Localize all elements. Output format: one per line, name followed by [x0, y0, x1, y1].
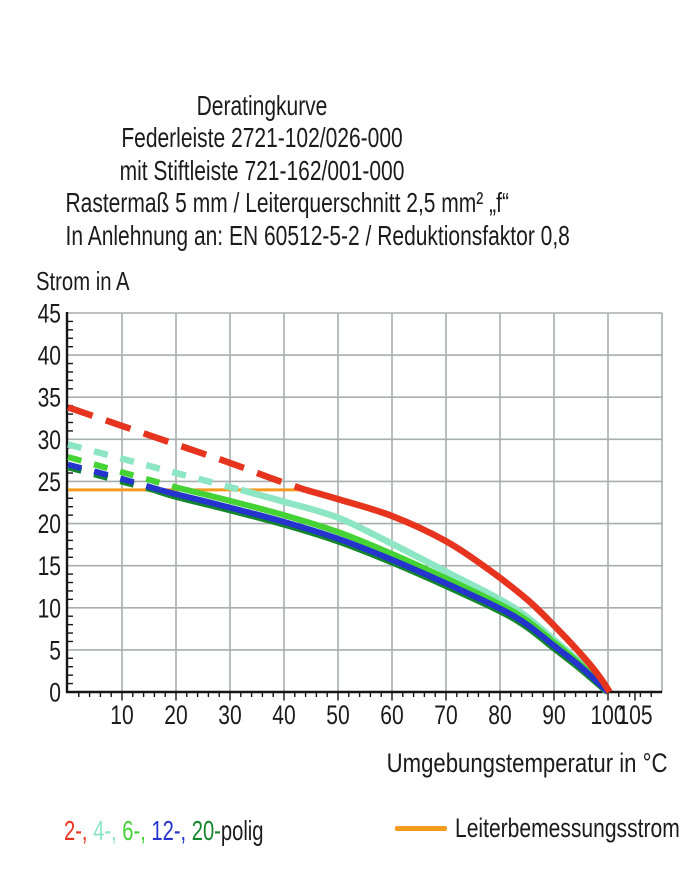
x-tick-label: 20 — [164, 701, 187, 731]
tick-labels: 0 5 10 15 20 25 30 35 40 45 10 20 30 40 50 60 70 80 90 1001… — [38, 299, 653, 731]
curve-2-polig — [66, 404, 613, 694]
legend-entry-6polig: 6-, — [122, 815, 152, 846]
y-tick-label: 5 — [49, 636, 61, 666]
y-tick-label: 35 — [38, 383, 61, 413]
chart-title-line-2: Federleiste 2721-102/026-000 — [121, 122, 403, 154]
y-tick-label: 30 — [38, 425, 61, 455]
x-tick-label: 30 — [218, 701, 241, 731]
curve-12-polig — [67, 461, 611, 695]
gridlines — [68, 312, 663, 692]
y-tick-label: 45 — [38, 299, 61, 329]
legend-entry-4polig: 4-, — [93, 815, 123, 846]
y-axis-title: Strom in A — [36, 266, 130, 296]
chart-title-block: Deratingkurve Federleiste 2721-102/026-0… — [65, 90, 570, 252]
y-tick-label: 0 — [49, 678, 61, 708]
chart-title-line-5: In Anlehnung an: EN 60512-5-2 / Reduktio… — [65, 219, 570, 251]
x-tick-label: 70 — [434, 701, 457, 731]
y-tick-label: 15 — [38, 552, 61, 582]
x-tick-label: 100 — [590, 701, 625, 731]
chart-title-line-4: Rastermaß 5 mm / Leiterquerschnitt 2,5 m… — [65, 187, 509, 219]
x-tick-label: 60 — [380, 701, 403, 731]
y-tick-label: 20 — [38, 510, 61, 540]
rated-current-label: Leiterbemessungsstrom — [455, 813, 680, 843]
legend-suffix: polig — [220, 815, 264, 846]
legend-entry-12polig: 12-, — [151, 815, 192, 846]
x-tick-label: 40 — [272, 701, 295, 731]
curve-4-polig — [67, 441, 609, 694]
curve-6-polig — [67, 454, 610, 694]
legend-entry-2polig: 2-, — [64, 815, 94, 846]
legend-pole-counts: 2-, 4-, 6-, 12-, 20-polig — [64, 815, 263, 847]
y-tick-label: 25 — [38, 468, 61, 498]
x-axis-title: Umgebungstemperatur in °C — [386, 748, 667, 778]
y-tick-label: 40 — [38, 341, 61, 371]
x-tick-label: 80 — [488, 701, 511, 731]
x-tick-label: 90 — [542, 701, 565, 731]
chart-title-line-3: mit Stiftleiste 721-162/001-000 — [119, 154, 405, 186]
axis-ticks — [68, 320, 652, 701]
x-tick-label: 50 — [326, 701, 349, 731]
chart-title-line-1: Deratingkurve — [196, 90, 328, 121]
legend-entry-20polig: 20- — [191, 815, 221, 846]
curve-20-polig — [67, 463, 611, 695]
x-tick-label: 105 — [617, 701, 652, 731]
y-tick-label: 10 — [38, 594, 61, 624]
rated-current-line-swatch — [395, 826, 447, 831]
x-tick-label: 10 — [110, 701, 133, 731]
